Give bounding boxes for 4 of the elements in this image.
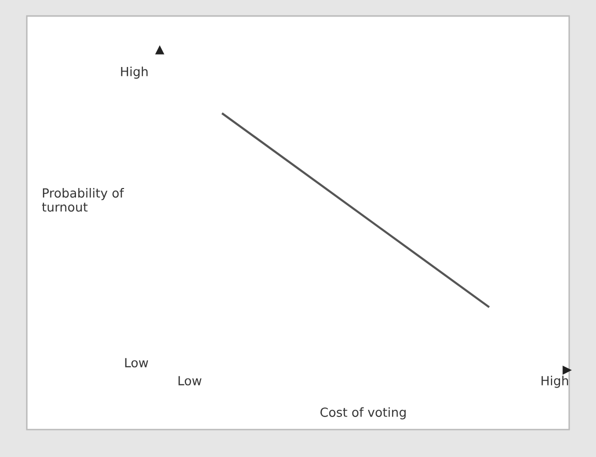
y-axis-title: Probability of turnout [42,188,124,212]
text: Low [125,358,148,368]
text: High [121,66,148,79]
x-axis-title: Cost of voting [320,407,406,420]
